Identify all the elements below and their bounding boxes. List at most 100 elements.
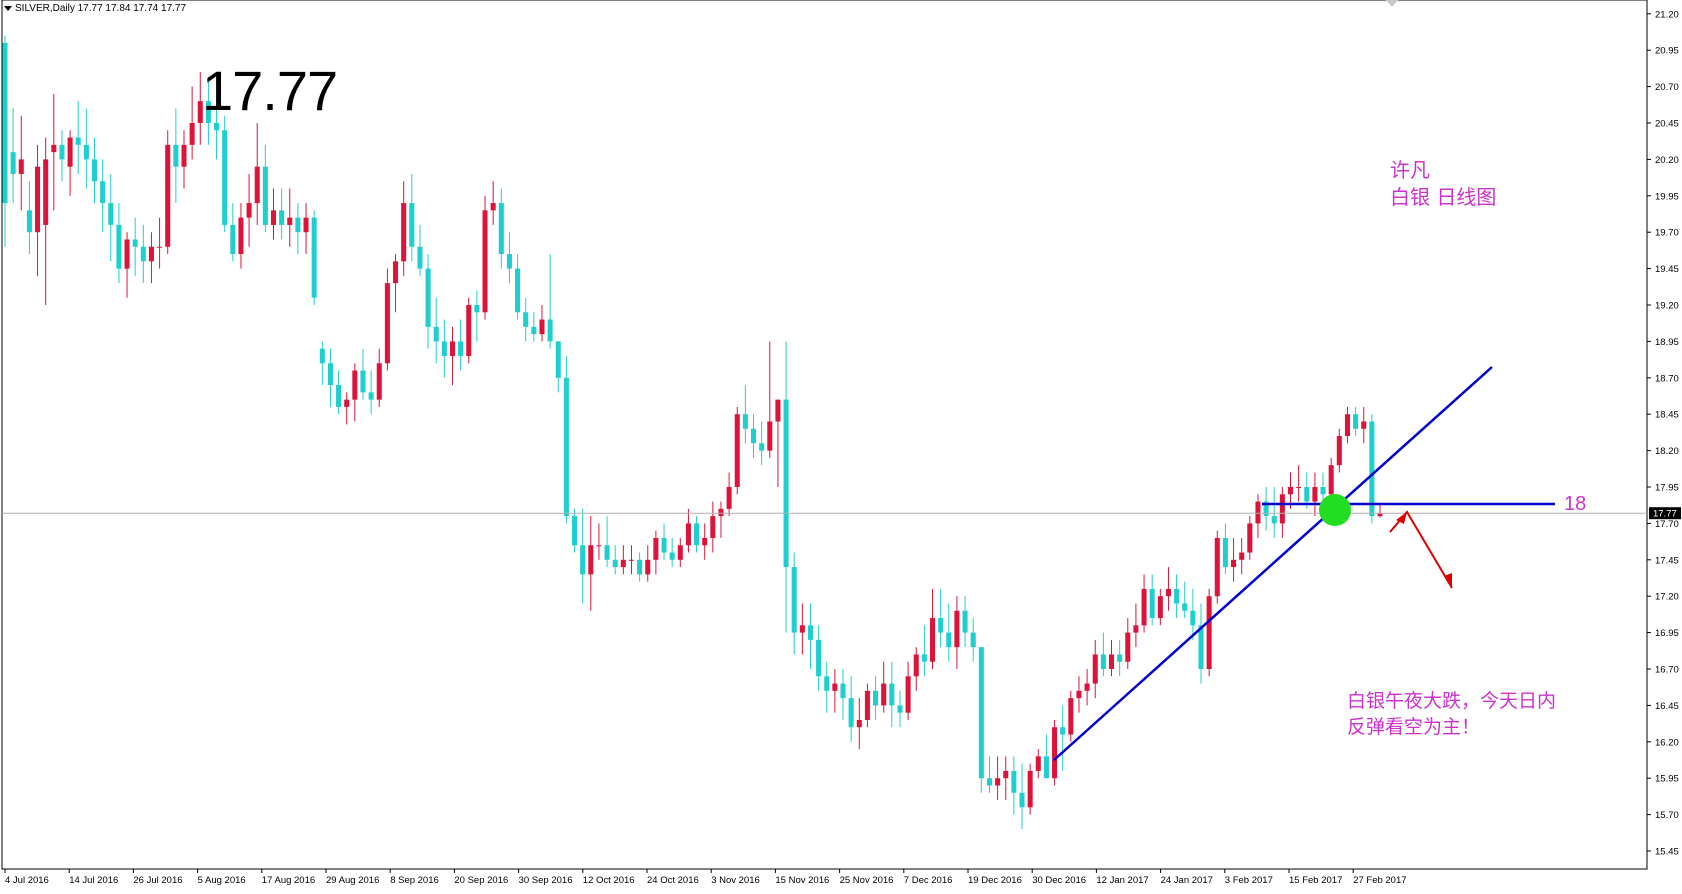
candle-body xyxy=(1174,588,1180,604)
price-tick-label: 20.20 xyxy=(1655,155,1679,166)
candle xyxy=(1100,632,1106,677)
candle xyxy=(1117,639,1123,677)
candle-body xyxy=(165,144,171,247)
time-tick-label: 26 Jul 2016 xyxy=(133,875,182,886)
candle-body xyxy=(580,545,586,575)
candle-body xyxy=(677,545,683,560)
price-tick-label: 15.45 xyxy=(1655,847,1679,858)
price-tick-label: 17.70 xyxy=(1655,519,1679,530)
time-tick-label: 24 Jan 2017 xyxy=(1161,875,1213,886)
candle xyxy=(848,676,854,742)
candle xyxy=(515,254,521,320)
candle xyxy=(482,195,488,320)
candle-body xyxy=(246,203,252,218)
candle xyxy=(246,173,252,247)
candle-body xyxy=(1084,683,1090,691)
candle-body xyxy=(824,676,830,691)
candle-body xyxy=(547,319,553,342)
candle xyxy=(2,35,8,247)
candle-body xyxy=(376,363,382,400)
candle-body xyxy=(173,144,179,167)
candle xyxy=(230,203,236,262)
candle-body xyxy=(466,305,472,356)
symbol-info-text: SILVER,Daily 17.77 17.84 17.74 17.77 xyxy=(15,3,187,14)
candle-body xyxy=(1271,516,1277,524)
candle xyxy=(1003,756,1009,801)
price-tick-label: 18.45 xyxy=(1655,410,1679,421)
candle xyxy=(384,268,390,371)
candle-body xyxy=(685,523,691,546)
candle xyxy=(1279,487,1285,538)
candle xyxy=(580,508,586,604)
candle xyxy=(26,181,32,255)
price-tick-label: 20.70 xyxy=(1655,82,1679,93)
candle-body xyxy=(572,516,578,546)
candle-body xyxy=(954,610,960,648)
candle-body xyxy=(986,778,992,786)
candle xyxy=(816,625,822,691)
candle-body xyxy=(588,545,594,575)
candle xyxy=(140,224,146,284)
candle-body xyxy=(2,42,8,204)
candle xyxy=(393,254,399,313)
price-tick-label: 16.70 xyxy=(1655,665,1679,676)
candle-body xyxy=(921,654,927,662)
candle-body xyxy=(197,101,203,123)
candle-body xyxy=(108,203,114,225)
candle xyxy=(897,690,903,728)
shift-marker-icon[interactable] xyxy=(1386,0,1398,7)
candle-body xyxy=(799,625,805,633)
candle-body xyxy=(1263,501,1269,517)
candle-body xyxy=(230,224,236,255)
candle xyxy=(1043,734,1049,779)
candle xyxy=(319,341,325,386)
candle-body xyxy=(938,618,944,633)
candle-body xyxy=(91,159,98,182)
time-tick-label: 30 Dec 2016 xyxy=(1032,875,1086,886)
candle-body xyxy=(1190,610,1196,626)
candle-body xyxy=(1304,487,1310,502)
candle xyxy=(1247,516,1253,560)
candle xyxy=(1182,581,1188,619)
candle xyxy=(791,552,797,655)
candle xyxy=(449,326,456,386)
time-tick-label: 24 Oct 2016 xyxy=(647,875,699,886)
candle-body xyxy=(1117,654,1123,662)
candle xyxy=(783,341,789,633)
candle xyxy=(1052,719,1058,786)
time-tick-label: 15 Feb 2017 xyxy=(1289,875,1342,886)
candle-body xyxy=(26,210,32,233)
candle xyxy=(694,516,700,553)
candle xyxy=(108,173,114,262)
candle xyxy=(645,545,651,582)
candle xyxy=(1312,472,1318,517)
comment-line-1: 白银午夜大跌，今天日内 xyxy=(1347,690,1557,712)
candle xyxy=(401,181,407,276)
candle xyxy=(368,370,374,415)
price-tick-label: 21.20 xyxy=(1655,9,1679,20)
candle-body xyxy=(59,144,65,160)
candle xyxy=(425,254,431,349)
candle xyxy=(506,232,512,284)
candle-body xyxy=(596,545,602,547)
candle xyxy=(1108,639,1115,677)
candle-body xyxy=(401,203,407,262)
candle-body xyxy=(393,261,399,284)
candle-body xyxy=(279,210,285,225)
candle xyxy=(864,683,870,728)
candle xyxy=(59,130,65,182)
dropdown-triangle-icon[interactable] xyxy=(4,5,12,11)
candle xyxy=(710,501,716,553)
candle-body xyxy=(1182,603,1188,611)
candle xyxy=(376,348,382,407)
candle xyxy=(238,203,244,269)
candle-body xyxy=(417,246,423,269)
candle xyxy=(824,661,830,713)
candle-body xyxy=(336,385,342,407)
candle-body xyxy=(734,414,740,487)
time-tick-label: 14 Jul 2016 xyxy=(69,875,118,886)
candle xyxy=(799,603,805,655)
symbol-info-bar: SILVER,Daily 17.77 17.84 17.74 17.77 xyxy=(4,3,186,14)
